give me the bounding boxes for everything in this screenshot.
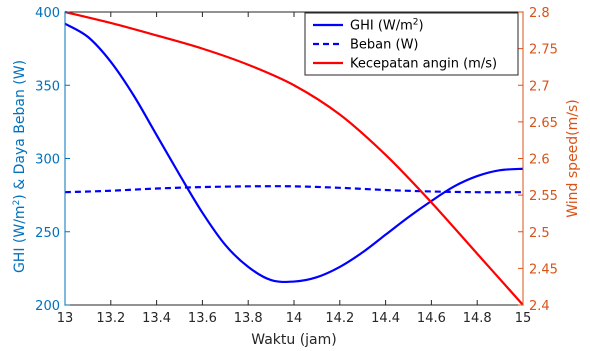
x-tick-label: 14.6: [417, 311, 446, 326]
y-axis-right: 2.4 2.45 2.5 2.55 2.6 2.65 2.7 2.75 2.8: [518, 6, 558, 314]
legend-label-part: GHI (W/m: [350, 19, 413, 34]
y-axis-left: 200 250 300 350 400: [35, 6, 70, 314]
y-right-tick-label: 2.65: [529, 116, 558, 131]
x-tick-label: 14.4: [371, 311, 400, 326]
y-right-tick-label: 2.75: [529, 43, 558, 58]
legend-entry-wind-label: Kecepatan angin (m/s): [350, 57, 497, 72]
legend-box: [304, 12, 519, 76]
y-right-tick-label: 2.7: [529, 79, 550, 94]
x-tick-label: 14: [286, 311, 303, 326]
y-right-tick-label: 2.5: [529, 226, 550, 241]
legend-label-part: Beban (W): [350, 38, 419, 53]
x-tick-label: 13.8: [234, 311, 263, 326]
y-right-tick-label: 2.6: [529, 153, 550, 168]
y-axis-left-label-part-1: GHI (W/m: [12, 205, 28, 273]
x-tick-label: 14.2: [325, 311, 354, 326]
x-tick-label: 13.6: [188, 311, 217, 326]
y-right-tick-label: 2.4: [529, 299, 550, 314]
y-left-tick-label: 250: [35, 226, 60, 241]
wind-speed-line: [64, 10, 524, 306]
x-tick-label: 15: [515, 311, 532, 326]
y-axis-left-label-part-2: ) & Daya Beban (W): [12, 60, 28, 200]
y-right-tick-label: 2.55: [529, 189, 558, 204]
y-axis-right-label: Wind speed(m/s): [565, 99, 581, 218]
y-right-tick-label: 2.8: [529, 6, 550, 21]
legend-label-part: Kecepatan angin (m/s): [350, 57, 497, 72]
y-left-tick-label: 200: [35, 299, 60, 314]
legend-label-part: 2: [413, 18, 419, 28]
legend-entry-ghi-label: GHI (W/m2): [350, 18, 424, 34]
ghi-line: [64, 22, 524, 284]
legend: GHI (W/m2)Beban (W)Kecepatan angin (m/s): [304, 12, 519, 76]
y-right-tick-label: 2.45: [529, 262, 558, 277]
y-left-tick-label: 300: [35, 153, 60, 168]
y-left-tick-label: 350: [35, 79, 60, 94]
y-axis-left-label: GHI (W/m2) & Daya Beban (W): [12, 60, 28, 273]
x-axis-label: Waktu (jam): [251, 332, 336, 348]
legend-entry-beban-label: Beban (W): [350, 38, 419, 53]
x-tick-label: 14.8: [463, 311, 492, 326]
x-tick-label: 13.2: [96, 311, 125, 326]
x-tick-label: 13: [57, 311, 74, 326]
y-axis-left-label-superscript: 2: [12, 200, 22, 206]
legend-label-part: ): [419, 19, 424, 34]
series-layer: [64, 10, 524, 306]
x-axis: 13 13.2 13.4 13.6 13.8 14 14.2 14.4 14.6 14.8 15: [57, 12, 532, 326]
y-left-tick-label: 400: [35, 6, 60, 21]
x-tick-label: 13.4: [142, 311, 171, 326]
